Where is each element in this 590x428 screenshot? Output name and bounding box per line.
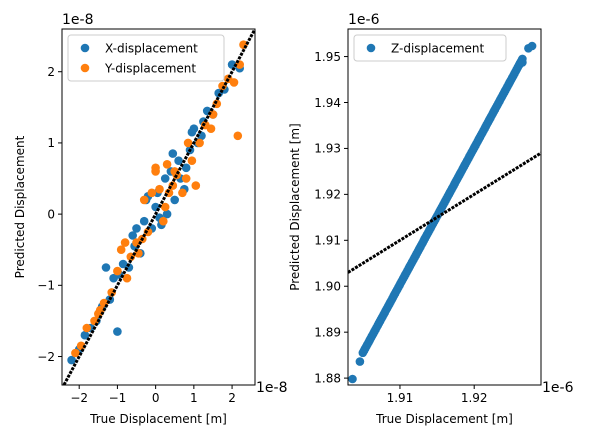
x-axis-offset-label: 1e-6 [542,380,574,396]
y-displacement-point [71,348,80,358]
y-tick-label: 2 [47,65,55,79]
x-displacement-point [160,174,170,183]
y-displacement-point [113,266,122,276]
y-tick-label: −2 [37,350,55,364]
legend-marker [366,43,376,53]
y-tick-label: −1 [37,279,55,293]
y-tick-label: 1.93 [314,142,341,156]
y-displacement-point [120,238,130,247]
x-axis-offset-label: 1e-8 [256,380,287,396]
y-displacement-point [143,227,153,237]
y-tick-label: 1.92 [314,188,341,202]
z-displacement-point [348,374,357,384]
legend-label: Y-displacement [104,61,196,75]
y-displacement-point [76,341,86,351]
legend-box [353,34,507,62]
y-axis-offset-label: 1e-8 [62,12,93,28]
y-displacement-point [147,188,157,198]
z-displacement-point [527,41,537,51]
x-tick-label: −1 [109,391,127,405]
y-displacement-point [82,323,92,333]
x-displacement-point [168,149,178,158]
y-displacement-point [178,188,187,198]
y-tick-label: 1.95 [314,50,341,64]
legend-label: X-displacement [105,41,198,55]
identity-reference-line [348,151,541,274]
y-axis-offset-label: 1e-6 [348,12,380,28]
x-tick-label: 0 [152,391,160,405]
x-tick-label: 2 [228,391,236,405]
right-chart-panel: 1.91 1.92 1.88 1.89 1.90 1.91 1.92 1.93 1.94 1.95… [288,12,574,426]
legend-label: Z-displacement [391,41,485,55]
z-displacement-point [355,357,365,366]
axes-frame [347,28,542,386]
y-displacement-point [191,181,201,190]
x-tick-label: −2 [70,391,88,405]
y-displacement-point [162,160,172,169]
y-displacement-point [159,216,168,226]
x-displacement-point [128,231,137,240]
plot-area [348,41,541,384]
y-axis-label: Predicted Displacement [m] [288,123,302,291]
y-tick-label: 0 [47,207,55,221]
y-displacement-point [195,138,204,148]
x-displacement-point [80,330,90,340]
z-displacement-point [518,58,527,67]
y-displacement-point [187,156,197,165]
y-displacement-point [208,110,218,119]
y-displacement-point [183,138,193,148]
y-axis-label: Predicted Displacement [13,135,27,278]
x-tick-label: 1.91 [387,391,414,405]
y-displacement-point [122,273,132,283]
y-displacement-point [206,124,216,133]
axes-frame [61,28,256,386]
x-displacement-point [162,209,172,219]
x-displacement-point [187,127,197,137]
x-displacement-point [139,216,149,226]
x-axis-label: True Displacement [m] [89,412,227,426]
y-tick-label: 1 [47,136,55,150]
y-tick-label: 1.94 [314,96,341,110]
y-tick-label: 1.88 [314,371,341,385]
x-displacement-point [197,131,206,141]
y-displacement-point [181,174,191,183]
x-displacement-point [67,355,76,365]
x-displacement-point [109,273,118,283]
x-tick-label: 1.92 [461,391,488,405]
y-displacement-point [229,78,239,87]
x-displacement-point [227,60,237,69]
legend: X-displacement Y-displacement [67,34,225,82]
legend-box [67,34,225,82]
legend-marker [80,63,90,73]
x-displacement-point [181,163,191,173]
y-tick-label: 1.91 [314,234,341,248]
x-displacement-point [174,156,183,165]
legend: Z-displacement [353,34,507,62]
y-displacement-point [160,202,170,212]
y-displacement-point [155,184,164,194]
y-displacement-point [151,163,160,173]
x-displacement-point [132,224,141,233]
y-displacement-point [116,245,126,254]
y-displacement-point [139,195,149,205]
y-tick-label: 1.90 [314,280,341,294]
x-tick-label: 1 [190,391,198,405]
y-displacement-point [233,131,243,141]
x-displacement-point [113,327,122,336]
identity-reference-line [62,29,255,385]
x-displacement-point [101,263,111,272]
legend-marker [80,43,90,53]
x-axis-label: True Displacement [m] [375,412,513,426]
x-displacement-point [170,195,179,205]
plot-area [62,29,255,385]
y-tick-label: 1.89 [314,325,341,339]
